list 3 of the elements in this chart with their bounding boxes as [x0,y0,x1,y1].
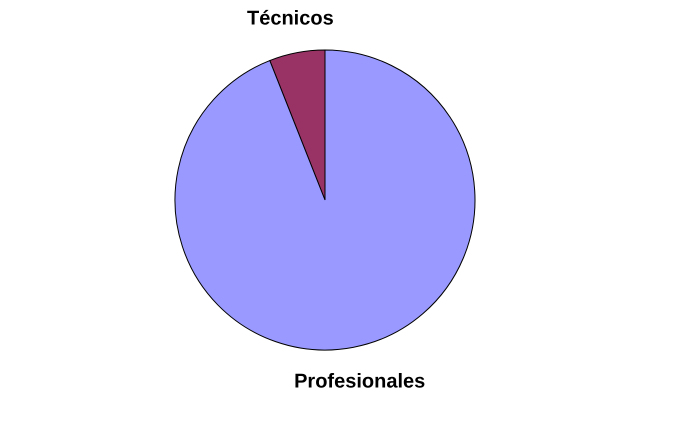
slice-label: Profesionales [294,370,426,393]
pie-slice [174,50,476,350]
slice-label: Técnicos [246,7,334,30]
